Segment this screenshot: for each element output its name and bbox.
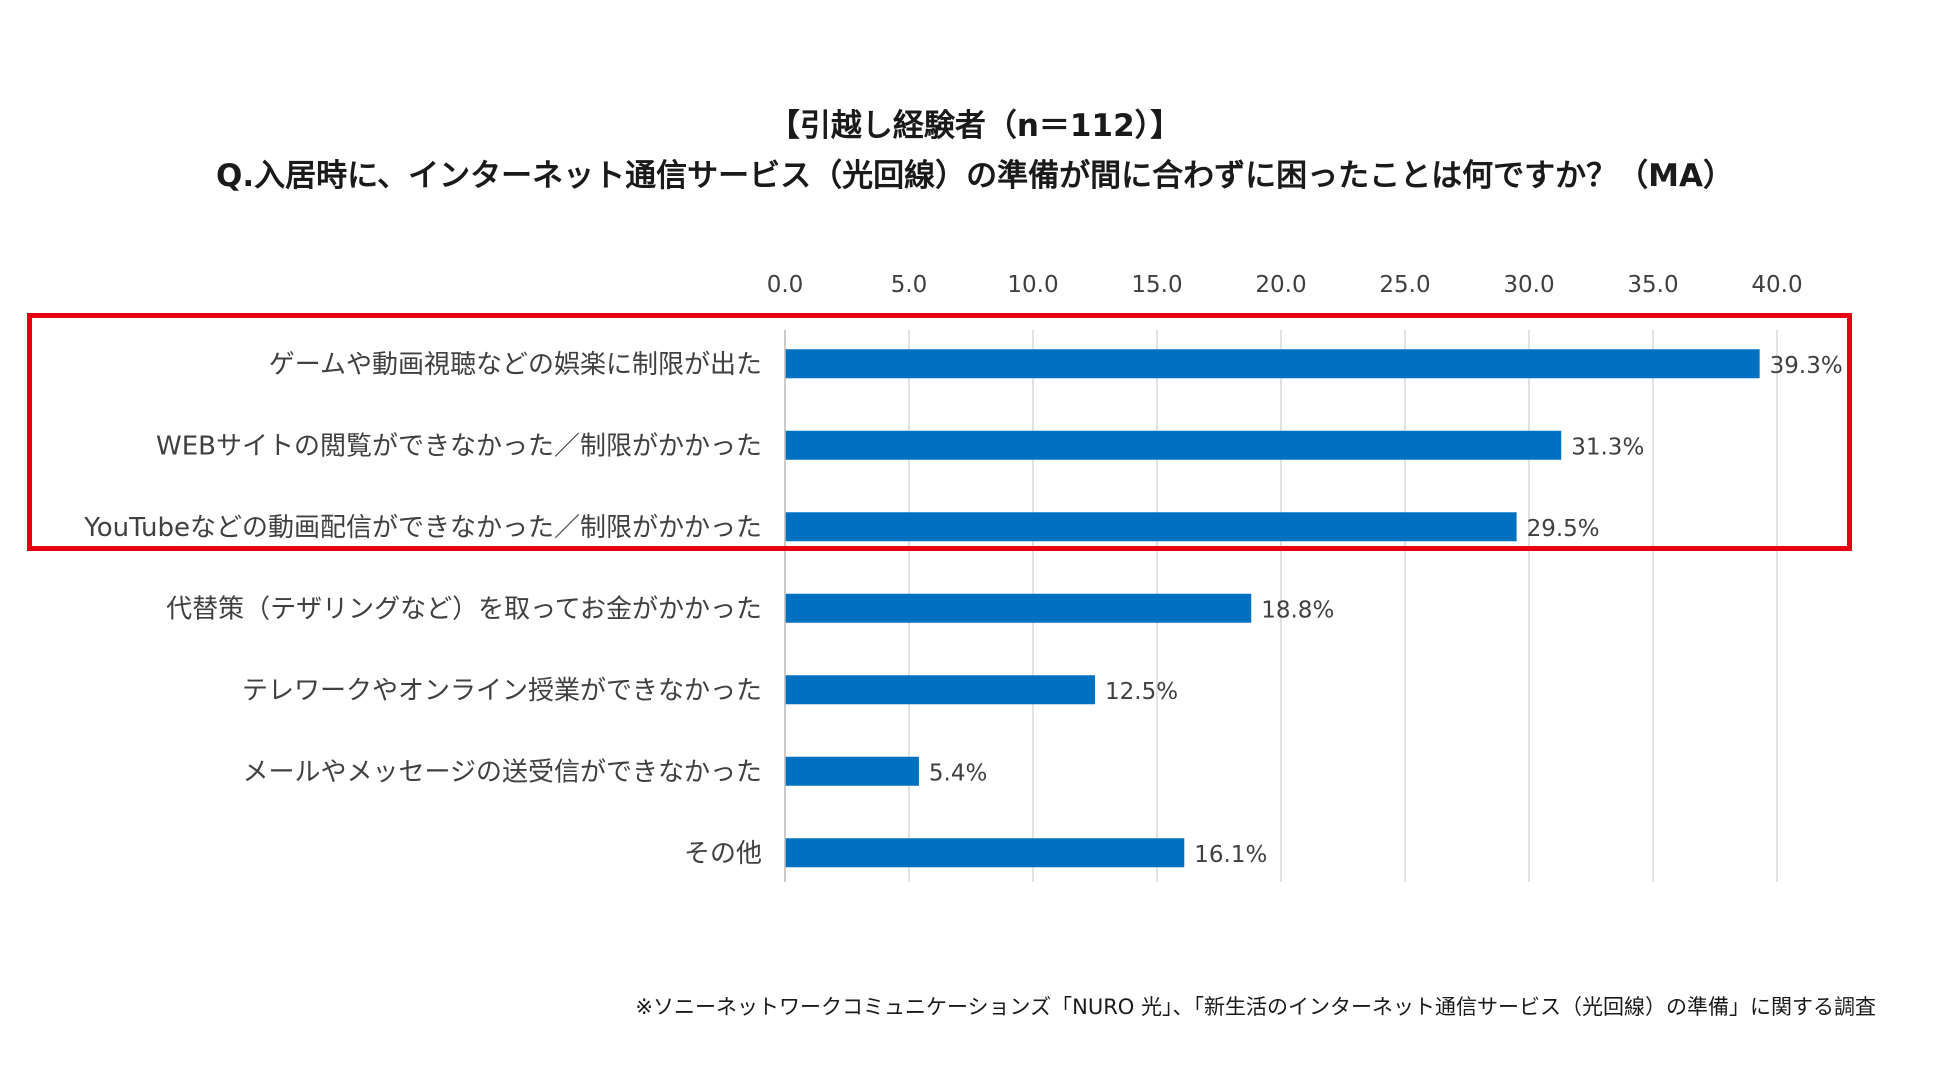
data-label: 5.4% xyxy=(929,760,987,786)
category-label: 代替策（テザリングなど）を取ってお金がかかった xyxy=(166,594,762,624)
x-tick-label: 40.0 xyxy=(1751,272,1802,298)
category-label: WEBサイトの閲覧ができなかった／制限がかかった xyxy=(156,431,762,461)
x-tick-label: 30.0 xyxy=(1503,272,1554,298)
chart-subtitle: Q.入居時に、インターネット通信サービス（光回線）の準備が間に合わずに困ったこと… xyxy=(215,158,1735,194)
data-label: 31.3% xyxy=(1571,434,1644,460)
x-tick-label: 20.0 xyxy=(1255,272,1306,298)
bar xyxy=(785,756,919,786)
x-tick-label: 15.0 xyxy=(1131,272,1182,298)
data-label: 39.3% xyxy=(1770,353,1843,379)
category-label: その他 xyxy=(684,839,762,869)
bar xyxy=(785,593,1252,623)
chart-title: 【引越し経験者（n＝112）】 xyxy=(768,108,1182,144)
x-tick-label: 25.0 xyxy=(1379,272,1430,298)
x-tick-label: 35.0 xyxy=(1627,272,1678,298)
category-label: テレワークやオンライン授業ができなかった xyxy=(242,676,762,706)
data-label: 16.1% xyxy=(1194,842,1267,868)
data-label: 18.8% xyxy=(1261,597,1334,623)
bar xyxy=(785,675,1095,705)
data-label: 12.5% xyxy=(1105,679,1178,705)
source-footnote: ※ソニーネットワークコミュニケーションズ「NURO 光」、「新生活のインターネッ… xyxy=(635,995,1876,1019)
bar xyxy=(785,349,1760,379)
bar xyxy=(785,838,1185,868)
x-tick-label: 10.0 xyxy=(1007,272,1058,298)
bar xyxy=(785,512,1517,542)
bar xyxy=(785,430,1562,460)
x-tick-label: 5.0 xyxy=(891,272,928,298)
x-tick-label: 0.0 xyxy=(767,272,804,298)
category-label: メールやメッセージの送受信ができなかった xyxy=(243,757,762,787)
category-label: YouTubeなどの動画配信ができなかった／制限がかかった xyxy=(83,513,762,543)
category-label: ゲームや動画視聴などの娯楽に制限が出た xyxy=(269,350,762,380)
data-label: 29.5% xyxy=(1527,516,1600,542)
